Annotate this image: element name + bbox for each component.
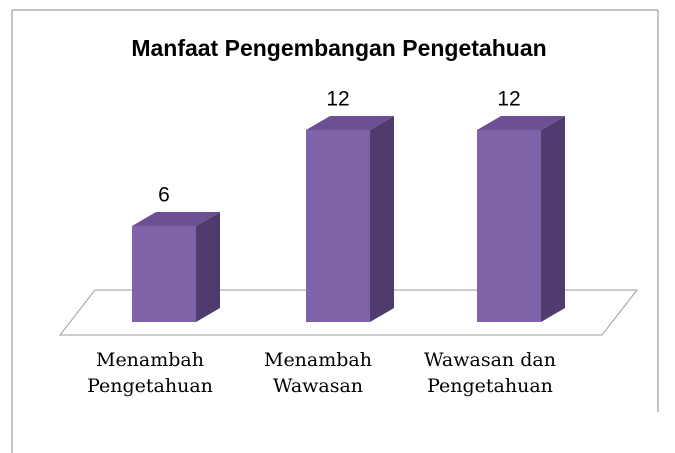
x-tick-label: Wawasan dan Pengetahuan <box>424 349 556 397</box>
bar-side <box>370 116 394 322</box>
bar-side <box>541 116 565 322</box>
bar <box>132 212 220 322</box>
bar-side <box>196 212 220 322</box>
x-tick-label: Menambah Wawasan <box>263 349 372 397</box>
x-tick-label: Menambah Pengetahuan <box>87 349 213 397</box>
bar-top <box>132 212 220 226</box>
bar-front <box>132 226 196 322</box>
bar-front <box>306 130 370 322</box>
bar-top <box>306 116 394 130</box>
bar <box>306 116 394 322</box>
chart-title: Manfaat Pengembangan Pengetahuan <box>131 35 546 61</box>
value-label: 12 <box>497 88 520 111</box>
bar <box>477 116 565 322</box>
value-label: 6 <box>158 184 170 207</box>
bar-front <box>477 130 541 322</box>
bar-top <box>477 116 565 130</box>
value-label: 12 <box>326 88 349 111</box>
